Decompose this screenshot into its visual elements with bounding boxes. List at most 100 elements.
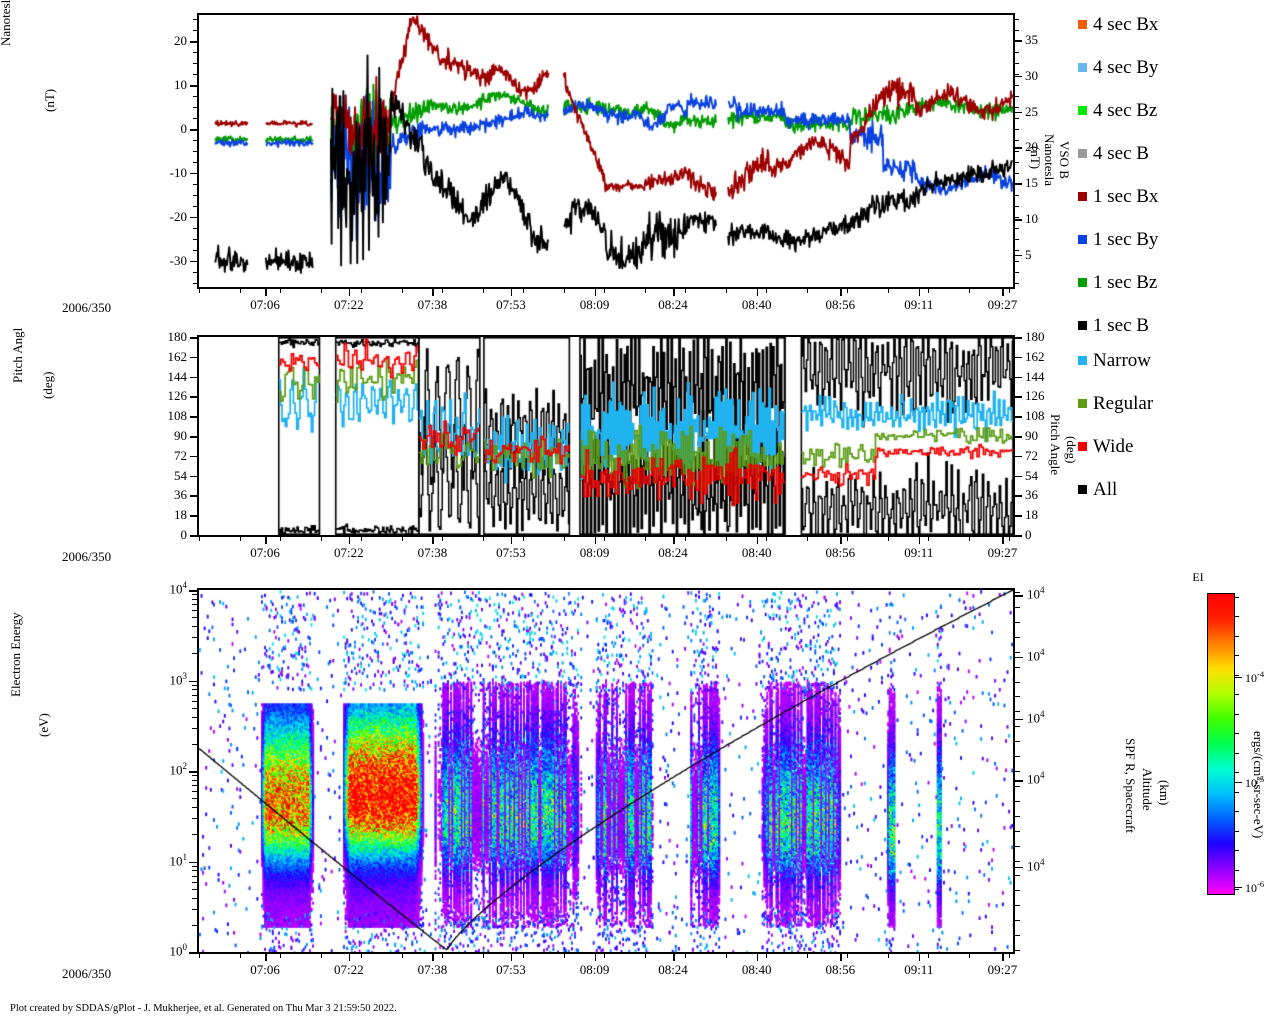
axis-minor-tick [1015,30,1019,32]
time-axis-tick-label: 07:53 [496,545,526,560]
time-axis-tick-mark [510,537,513,544]
time-axis-tick-label: 08:24 [658,297,688,312]
axis-tick-label: 126 [167,388,188,404]
axis-minor-tick [1015,107,1019,109]
energy-axis-tick-label: 101 [169,851,188,868]
time-axis-minor-tick [806,289,808,293]
axis-tick-mark [1015,376,1022,379]
time-axis-tick-label: 08:40 [741,962,772,977]
time-axis-tick-label: 08:24 [658,545,688,560]
legend-label: 4 sec B [1093,142,1149,164]
energy-axis-minor-tick [192,604,197,606]
time-axis-tick-label: 08:24 [658,962,688,977]
axis-tick-mark [190,337,197,339]
time-axis-tick-label: 09:27 [987,545,1018,560]
axis-minor-tick [193,172,197,174]
energy-axis-tick-label: 102 [169,761,188,778]
legend-swatch [1078,148,1087,158]
colorbar-minor-tick [1234,597,1239,598]
axis-tick-mark [1015,337,1022,339]
legend-item-regular[interactable]: Regular [1078,392,1154,414]
axis-minor-tick [193,238,197,240]
time-axis-minor-tick [806,954,808,958]
axis-tick-mark [1015,219,1022,221]
time-axis-tick-label: 09:27 [987,297,1018,312]
legend-item-all[interactable]: All [1078,480,1117,499]
legend-item-wide[interactable]: Wide [1078,437,1133,456]
time-axis-tick-label: 07:38 [417,962,448,977]
time-axis-minor-tick [644,537,646,541]
energy-axis-tick-mark [189,861,197,863]
altitude-axis-minor-tick [1015,636,1020,638]
altitude-axis-minor-tick [1015,860,1020,862]
axis-tick-mark [1015,436,1022,438]
time-axis-tick-label: 07:22 [333,545,364,560]
legend-item-4-sec-b[interactable]: 4 sec B [1078,142,1149,164]
time-axis-minor-tick [644,954,646,958]
energy-axis-minor-tick [192,881,197,883]
axis-tick-label: 180 [167,329,188,344]
altitude-axis-minor-tick [1015,726,1020,728]
panel1-ylabel-right-unit: (nT) [1027,146,1043,170]
altitude-axis-tick-mark [1015,718,1023,720]
axis-minor-tick [1015,227,1019,229]
energy-axis-minor-tick [192,888,197,890]
altitude-axis-minor-tick [1015,845,1020,847]
energy-axis-minor-tick [192,626,197,627]
axis-minor-tick [1015,52,1019,54]
time-axis-minor-tick [644,289,646,293]
legend-label: 1 sec By [1093,228,1159,250]
axis-minor-tick [193,205,197,207]
axis-tick-label: 90 [1025,428,1038,443]
legend-item-4-sec-bx[interactable]: 4 sec Bx [1078,15,1158,34]
colorbar-minor-tick [1234,869,1239,871]
legend-item-4-sec-bz[interactable]: 4 sec Bz [1078,101,1157,120]
axis-tick-mark [1015,75,1022,78]
axis-tick-label: 25 [1025,103,1038,119]
altitude-axis-minor-tick [1015,651,1020,653]
axis-tick-mark [190,475,197,478]
axis-minor-tick [1015,271,1019,273]
axis-minor-tick [193,227,197,229]
panel3-ylabel-right: SPF R, Spacecraft [1122,737,1138,833]
legend-item-1-sec-bz[interactable]: 1 sec Bz [1078,273,1157,292]
panel2-date-label: 2006/350 [62,549,112,564]
legend-item-1-sec-by[interactable]: 1 sec By [1078,228,1159,250]
time-axis-minor-tick [320,954,322,958]
energy-axis-minor-tick [192,818,197,820]
colorbar-tick-mark [1234,887,1242,888]
panel1-ylabel-left: VSOBx, By, BzNanotesla [0,0,14,46]
time-axis-tick-mark [432,289,434,296]
time-axis-minor-tick [928,537,929,541]
energy-axis-minor-tick [192,694,197,696]
energy-axis-minor-tick [192,791,197,793]
legend-swatch [1078,105,1087,115]
altitude-axis-minor-tick [1015,666,1020,668]
axis-minor-tick [1015,151,1019,152]
time-axis-tick-mark [265,954,267,961]
altitude-axis-minor-tick [1015,621,1020,623]
legend-item-narrow[interactable]: Narrow [1078,351,1151,370]
altitude-axis-minor-tick [1015,800,1020,802]
axis-tick-mark [190,416,197,418]
legend-label: Regular [1093,392,1154,414]
energy-axis-minor-tick [192,598,197,600]
axis-minor-tick [193,74,197,76]
time-axis-minor-tick [766,537,767,541]
legend-item-1-sec-b[interactable]: 1 sec B [1078,316,1149,335]
legend-item-1-sec-bx[interactable]: 1 sec Bx [1078,187,1158,206]
axis-minor-tick [1015,140,1019,142]
axis-minor-tick [1015,172,1019,174]
time-axis-minor-tick [725,289,727,293]
axis-minor-tick [193,140,197,142]
legend-item-4-sec-by[interactable]: 4 sec By [1078,58,1158,77]
axis-tick-label: 54 [174,467,187,483]
time-axis-minor-tick [563,954,565,958]
time-axis-minor-tick [847,289,848,293]
panel1-date-label: 2006/350 [62,300,112,315]
axis-tick-label: 30 [1025,67,1038,83]
altitude-axis-minor-tick [1015,696,1020,698]
axis-minor-tick [193,194,197,196]
altitude-axis-minor-tick [1015,771,1020,772]
time-axis-minor-tick [442,289,443,293]
